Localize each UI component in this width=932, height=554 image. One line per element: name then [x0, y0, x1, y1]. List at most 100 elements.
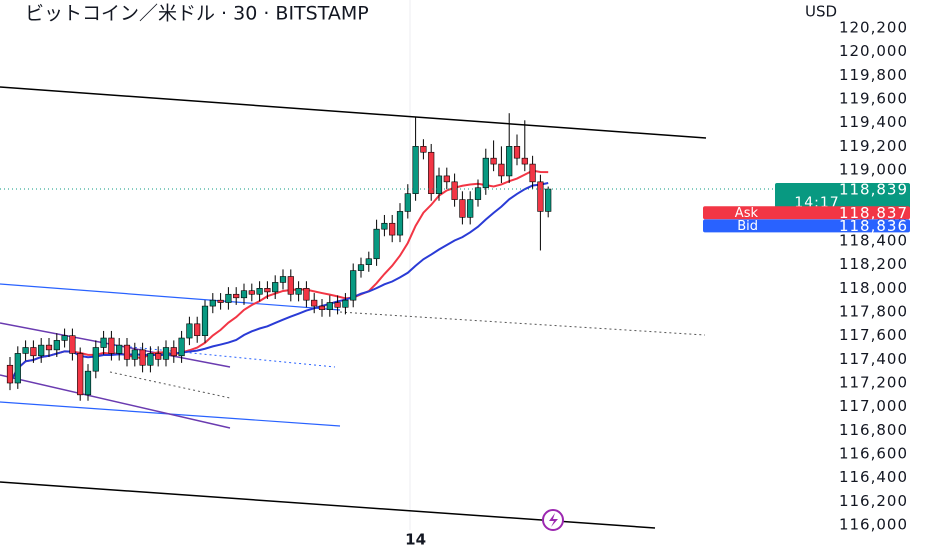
trend-line	[0, 374, 231, 429]
y-tick-label: 117,200	[839, 374, 908, 392]
y-tick-label: 118,400	[839, 232, 908, 250]
candle-body	[443, 175, 450, 183]
trend-line	[0, 283, 341, 311]
candle-body	[178, 337, 185, 357]
ask-box	[703, 206, 910, 220]
candle-body	[545, 188, 552, 212]
candle-body	[365, 258, 372, 265]
candle-body	[428, 151, 435, 194]
candle-body	[357, 264, 365, 271]
candle-body	[467, 199, 474, 218]
candle-body	[30, 347, 37, 357]
candle-body	[162, 347, 170, 360]
y-tick-label: 117,600	[839, 326, 908, 344]
ask-label: 118,837	[839, 204, 908, 222]
candles	[0, 113, 775, 401]
currency-label: USD	[805, 3, 837, 21]
candle-body	[529, 163, 536, 183]
candle-body	[92, 347, 99, 372]
y-tick-label: 116,400	[839, 468, 908, 486]
y-tick-label: 119,400	[839, 113, 908, 131]
candle-body	[201, 305, 209, 336]
candle-body	[53, 340, 60, 351]
candle-body	[287, 276, 294, 295]
candle-body	[498, 163, 505, 177]
candle-body	[116, 344, 123, 354]
candle-body	[272, 282, 279, 293]
candle-body	[170, 347, 177, 357]
moving-average	[9, 169, 549, 384]
y-tick-label: 120,000	[839, 42, 908, 60]
y-tick-label: 118,000	[839, 279, 908, 297]
candle-body	[45, 344, 53, 351]
candle-body	[389, 222, 396, 236]
trend-line	[109, 371, 231, 399]
y-tick-label: 119,800	[839, 66, 908, 84]
candle-body	[147, 353, 154, 366]
candle-body	[412, 146, 419, 194]
last-price-label: 118,839	[839, 181, 908, 199]
candle-body	[14, 353, 21, 384]
candle-body	[404, 193, 411, 212]
candle-body	[396, 211, 404, 236]
y-tick-label: 119,600	[839, 90, 908, 108]
y-tick-label: 118,200	[839, 255, 908, 273]
y-tick-label: 116,000	[839, 515, 908, 533]
candle-body	[490, 157, 497, 165]
last-price-box	[775, 183, 910, 212]
bid-name: Bid	[737, 219, 758, 234]
candle-body	[381, 222, 388, 230]
candle-body	[420, 146, 427, 153]
candle-body	[326, 302, 333, 310]
y-tick-label: 116,600	[839, 444, 908, 462]
candle-body	[521, 157, 528, 165]
candle-body	[22, 347, 29, 354]
candle-body	[209, 299, 216, 307]
candle-body	[155, 353, 162, 360]
trend-line	[0, 322, 231, 368]
bid-label: 118,836	[839, 217, 908, 235]
candle-body	[451, 181, 458, 200]
candle-body	[217, 299, 224, 303]
chart-title: ビットコイン／米ドル · 30 · BITSTAMP	[25, 3, 369, 25]
candle-body	[131, 349, 138, 360]
candle-body	[373, 228, 380, 260]
candle-body	[225, 293, 232, 303]
axis-labels: 116,000 116,200 116,400 116,600 116,800 117,0…	[405, 19, 910, 549]
y-tick-label: 117,000	[839, 397, 908, 415]
candle-body	[233, 293, 240, 299]
moving-average	[9, 182, 549, 384]
x-tick-label: 14	[405, 531, 426, 549]
ask-name: Ask	[735, 206, 759, 221]
price-axis	[780, 0, 932, 550]
candle-body	[350, 270, 357, 301]
candle-body	[77, 353, 84, 396]
trend-line	[339, 311, 706, 336]
candle-body	[194, 323, 201, 336]
candle-body	[435, 175, 443, 194]
candle-body	[311, 299, 318, 307]
event-icon[interactable]	[542, 509, 564, 531]
candle-body	[6, 364, 14, 384]
candle-body	[264, 288, 271, 293]
candle-body	[459, 199, 466, 218]
candle-body	[537, 181, 544, 212]
candle-body	[482, 157, 489, 189]
y-tick-label: 116,800	[839, 421, 908, 439]
candle-body	[256, 288, 263, 295]
trend-line	[0, 86, 707, 139]
candle-body	[84, 370, 92, 396]
candle-body	[513, 146, 521, 159]
candle-body	[506, 146, 513, 177]
y-tick-label: 119,200	[839, 137, 908, 155]
candle-body	[139, 349, 146, 366]
candle-body	[474, 187, 482, 200]
y-tick-label: 119,000	[839, 161, 908, 179]
y-tick-label: 117,400	[839, 350, 908, 368]
candle-body	[186, 323, 193, 339]
candle-body	[318, 305, 326, 310]
y-tick-label: 116,200	[839, 492, 908, 510]
bid-box	[703, 219, 910, 233]
